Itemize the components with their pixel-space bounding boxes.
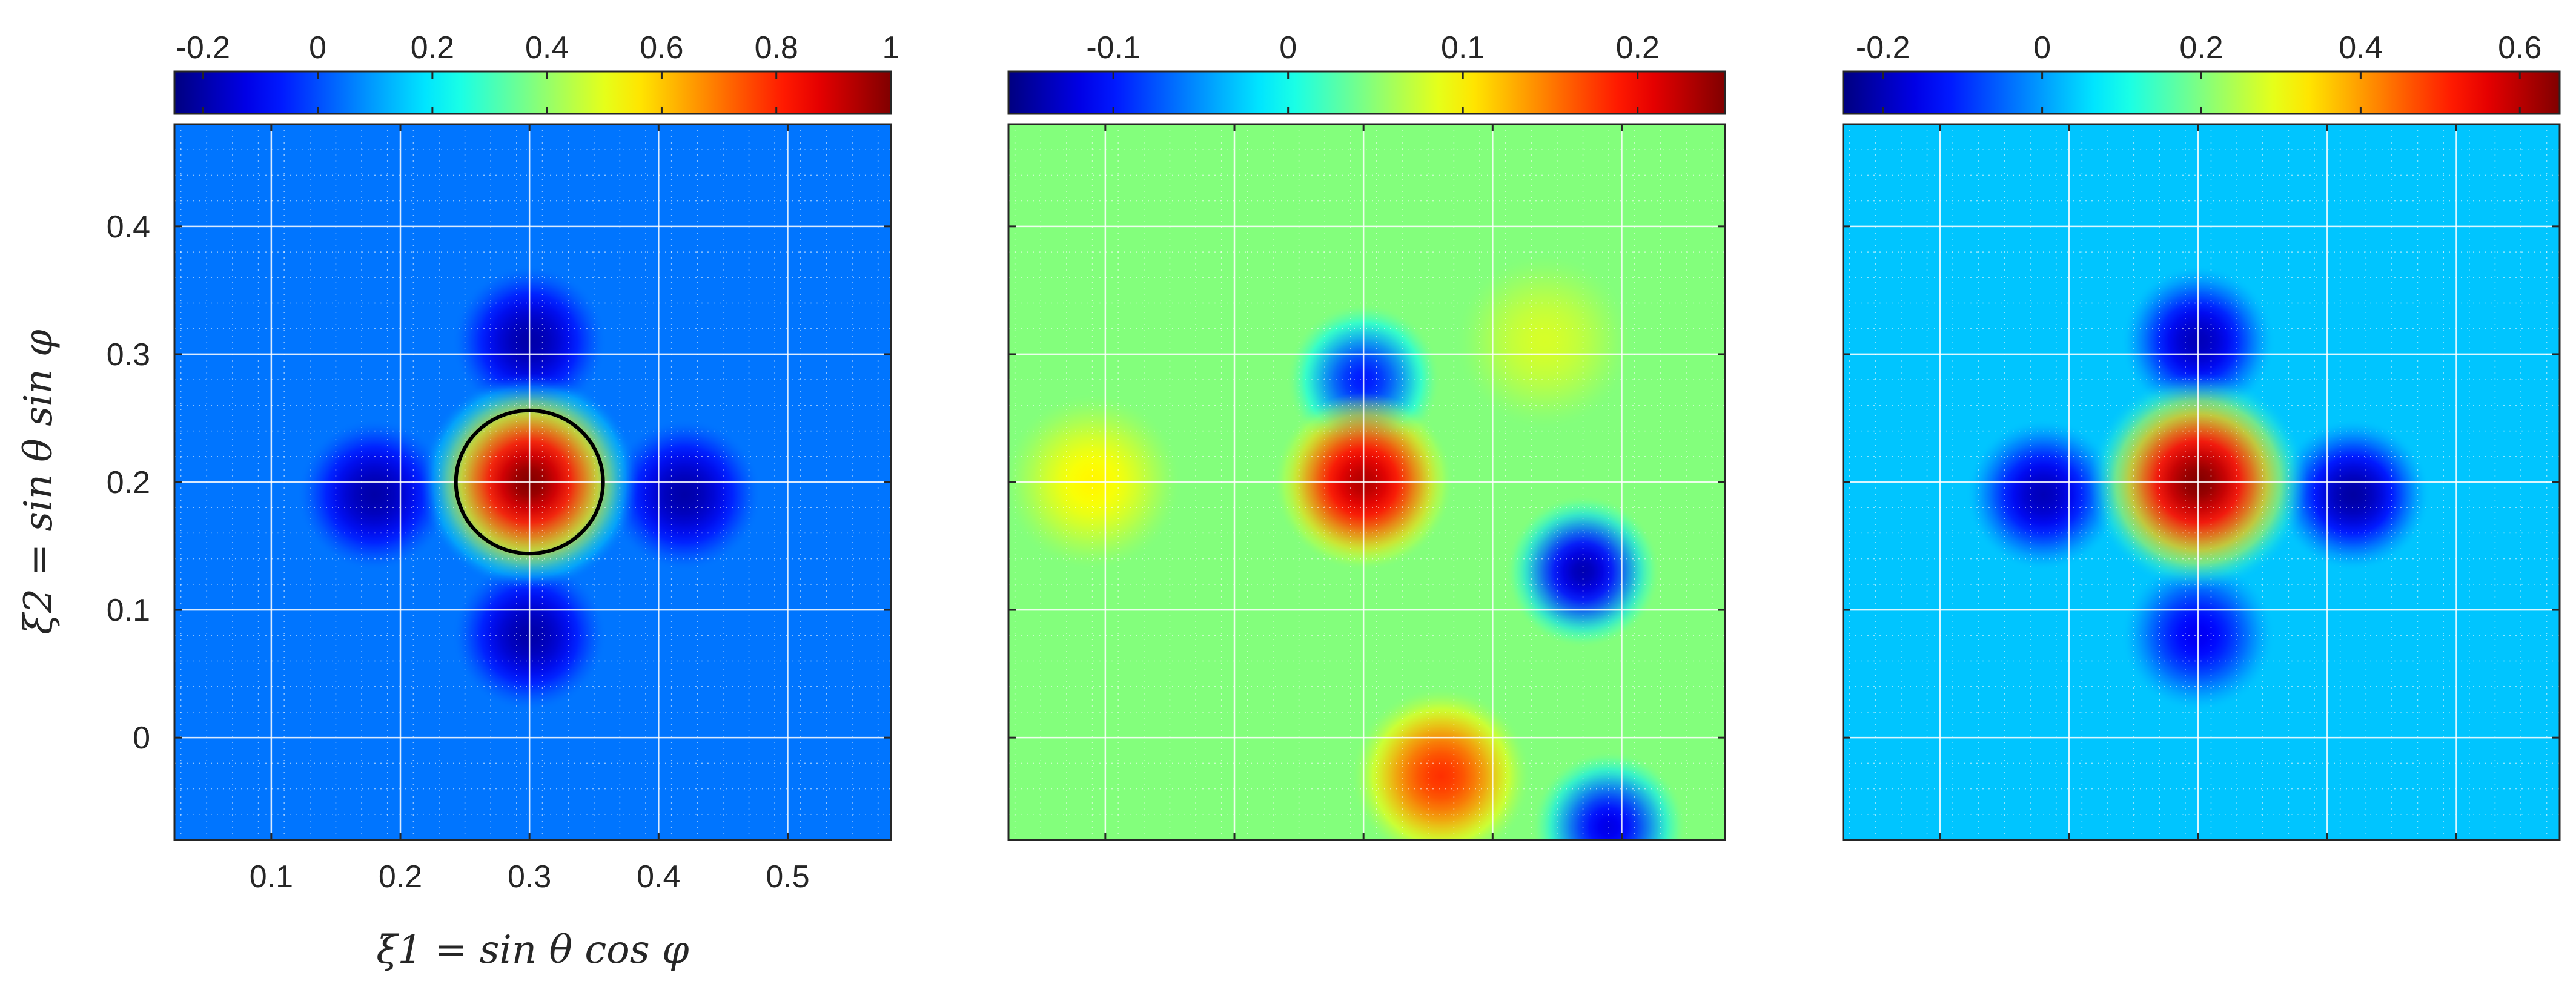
heatmap-peak (1350, 686, 1532, 840)
colorbar-tick-label: 0.2 (411, 30, 454, 65)
contour-line (454, 408, 605, 556)
colorbar-tick-label: 0.6 (2498, 30, 2541, 65)
y-tick-label: 0.3 (107, 337, 150, 372)
x-tick-label: 0.1 (250, 859, 293, 894)
heatmap-trough (1531, 750, 1687, 840)
colorbar-tick-label: 0.1 (1441, 30, 1485, 65)
colorbar-middle: -0.1 0 0.1 0.2 (1007, 30, 1726, 115)
x-tick-label: 0.3 (508, 859, 551, 894)
y-tick-label: 0 (133, 721, 150, 756)
heatmap-peak (1454, 252, 1635, 431)
panel-middle: -0.1 0 0.1 0.2 (1007, 30, 1726, 841)
heatmap-trough (607, 418, 762, 572)
y-tick-label: 0.4 (107, 210, 150, 245)
y-tick-label: 0.2 (107, 465, 150, 500)
colorbar-tick-label: -0.2 (176, 30, 231, 65)
colorbar-tick-label: 0 (309, 30, 326, 65)
colorbar-tick-label: -0.2 (1856, 30, 1910, 65)
axes-right (1842, 123, 2561, 841)
heatmap-trough (1965, 418, 2121, 572)
colorbar-tick-label: 0 (1279, 30, 1297, 65)
colorbar-tick-label: 1 (882, 30, 900, 65)
x-tick-label: 0.2 (379, 859, 422, 894)
x-tick-label: 0.4 (637, 859, 680, 894)
colorbar-tick-label: 0 (2033, 30, 2051, 65)
x-axis-label: ξ1 = sin θ cos φ (376, 928, 689, 973)
colorbar-left: -0.2 0 0.2 0.4 0.6 0.8 1 (173, 30, 900, 115)
colorbar-tick-label: -0.1 (1086, 30, 1141, 65)
heatmap-trough (2276, 418, 2431, 572)
axes-middle (1007, 123, 1726, 841)
y-axis-label: ξ2 = sin θ sin φ (16, 329, 61, 635)
contour-left (454, 408, 605, 556)
colorbar-gradient (1007, 70, 1726, 115)
y-tick-label: 0.1 (107, 593, 150, 628)
colorbar-right: -0.2 0 0.2 0.4 0.6 (1842, 30, 2561, 115)
panel-right: -0.2 0 0.2 0.4 0.6 (1842, 30, 2561, 841)
heatmap-trough (297, 418, 452, 572)
colorbar-tick-label: 0.4 (2339, 30, 2382, 65)
colorbar-tick-label: 0.2 (2179, 30, 2223, 65)
panel-left: -0.2 0 0.2 0.4 0.6 0.8 1 0.1 0.2 0.3 0.4 0.500.10.… (107, 30, 900, 894)
axes-left: 0.1 0.2 0.3 0.4 0.5 0 0.1 0.2 0.3 0.4 (107, 123, 892, 894)
colorbar-tick-label: 0.2 (1616, 30, 1660, 65)
colorbar-gradient (173, 70, 892, 115)
colorbar-tick-label: 0.4 (525, 30, 569, 65)
x-tick-label: 0.5 (766, 859, 809, 894)
colorbar-tick-label: 0.8 (755, 30, 798, 65)
colorbar-tick-label: 0.6 (640, 30, 683, 65)
grid-right (1843, 124, 2560, 841)
